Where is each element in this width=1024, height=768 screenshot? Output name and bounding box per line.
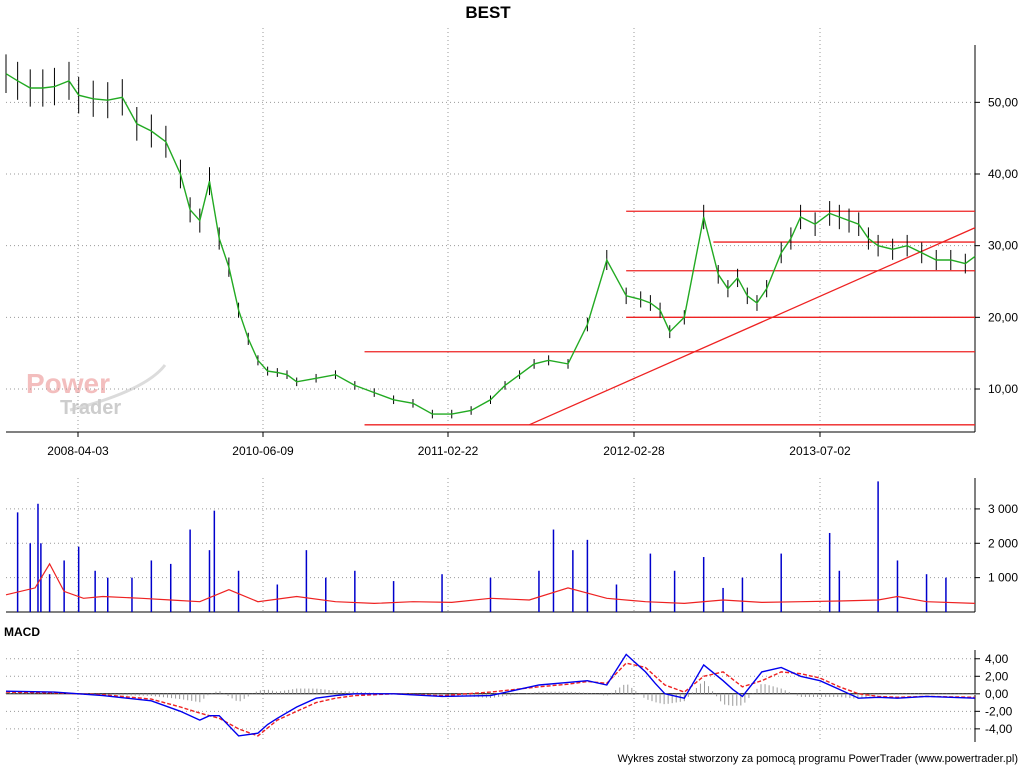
trend-line — [528, 227, 976, 426]
price-tick-label: 10,00 — [988, 382, 1018, 396]
macd-tick-label: -2,00 — [985, 704, 1013, 718]
chart-title: BEST — [465, 3, 511, 22]
price-tick-label: 30,00 — [988, 239, 1018, 253]
volume-bars — [16, 481, 947, 612]
volume-tick-label: 1 000 — [988, 571, 1018, 585]
price-series — [5, 54, 976, 419]
watermark-line2: Trader — [60, 397, 121, 419]
footer-credit: Wykres został stworzony za pomocą progra… — [617, 753, 1018, 765]
date-tick-label: 2011-02-22 — [418, 444, 479, 458]
volume-tick-label: 3 000 — [988, 502, 1018, 516]
volume-y-axis: 1 000 2 000 3 000 — [6, 478, 1018, 613]
macd-y-axis: -4,00 -2,00 0,00 2,00 4,00 — [974, 650, 1013, 742]
date-tick-label: 2008-04-03 — [47, 444, 109, 458]
volume-avg-line — [5, 562, 976, 605]
trend-lines — [364, 210, 976, 426]
date-x-axis: 2008-04-03 2010-06-09 2011-02-22 2012-02-28… — [6, 431, 975, 458]
powertrader-watermark: Power Trader — [26, 364, 167, 419]
macd-tick-label: 4,00 — [985, 652, 1009, 666]
volume-tick-label: 2 000 — [988, 536, 1018, 550]
macd-series — [5, 653, 976, 737]
date-tick-label: 2012-02-28 — [603, 444, 665, 458]
price-tick-label: 50,00 — [988, 95, 1018, 109]
date-tick-label: 2010-06-09 — [232, 444, 294, 458]
macd-signal-line — [5, 662, 976, 737]
macd-tick-label: 2,00 — [985, 669, 1009, 683]
date-tick-label: 2013-07-02 — [789, 444, 851, 458]
watermark-line1: Power — [26, 368, 110, 399]
price-tick-label: 40,00 — [988, 167, 1018, 181]
macd-tick-label: -4,00 — [985, 722, 1013, 736]
price-line — [5, 73, 976, 415]
macd-tick-label: 0,00 — [985, 687, 1009, 701]
volume-average-line — [5, 562, 976, 605]
price-y-axis: 10,00 20,00 30,00 40,00 50,00 — [974, 45, 1018, 432]
macd-line — [5, 653, 976, 737]
price-tick-label: 20,00 — [988, 310, 1018, 324]
price-grid — [6, 28, 975, 742]
macd-label: MACD — [4, 625, 40, 639]
